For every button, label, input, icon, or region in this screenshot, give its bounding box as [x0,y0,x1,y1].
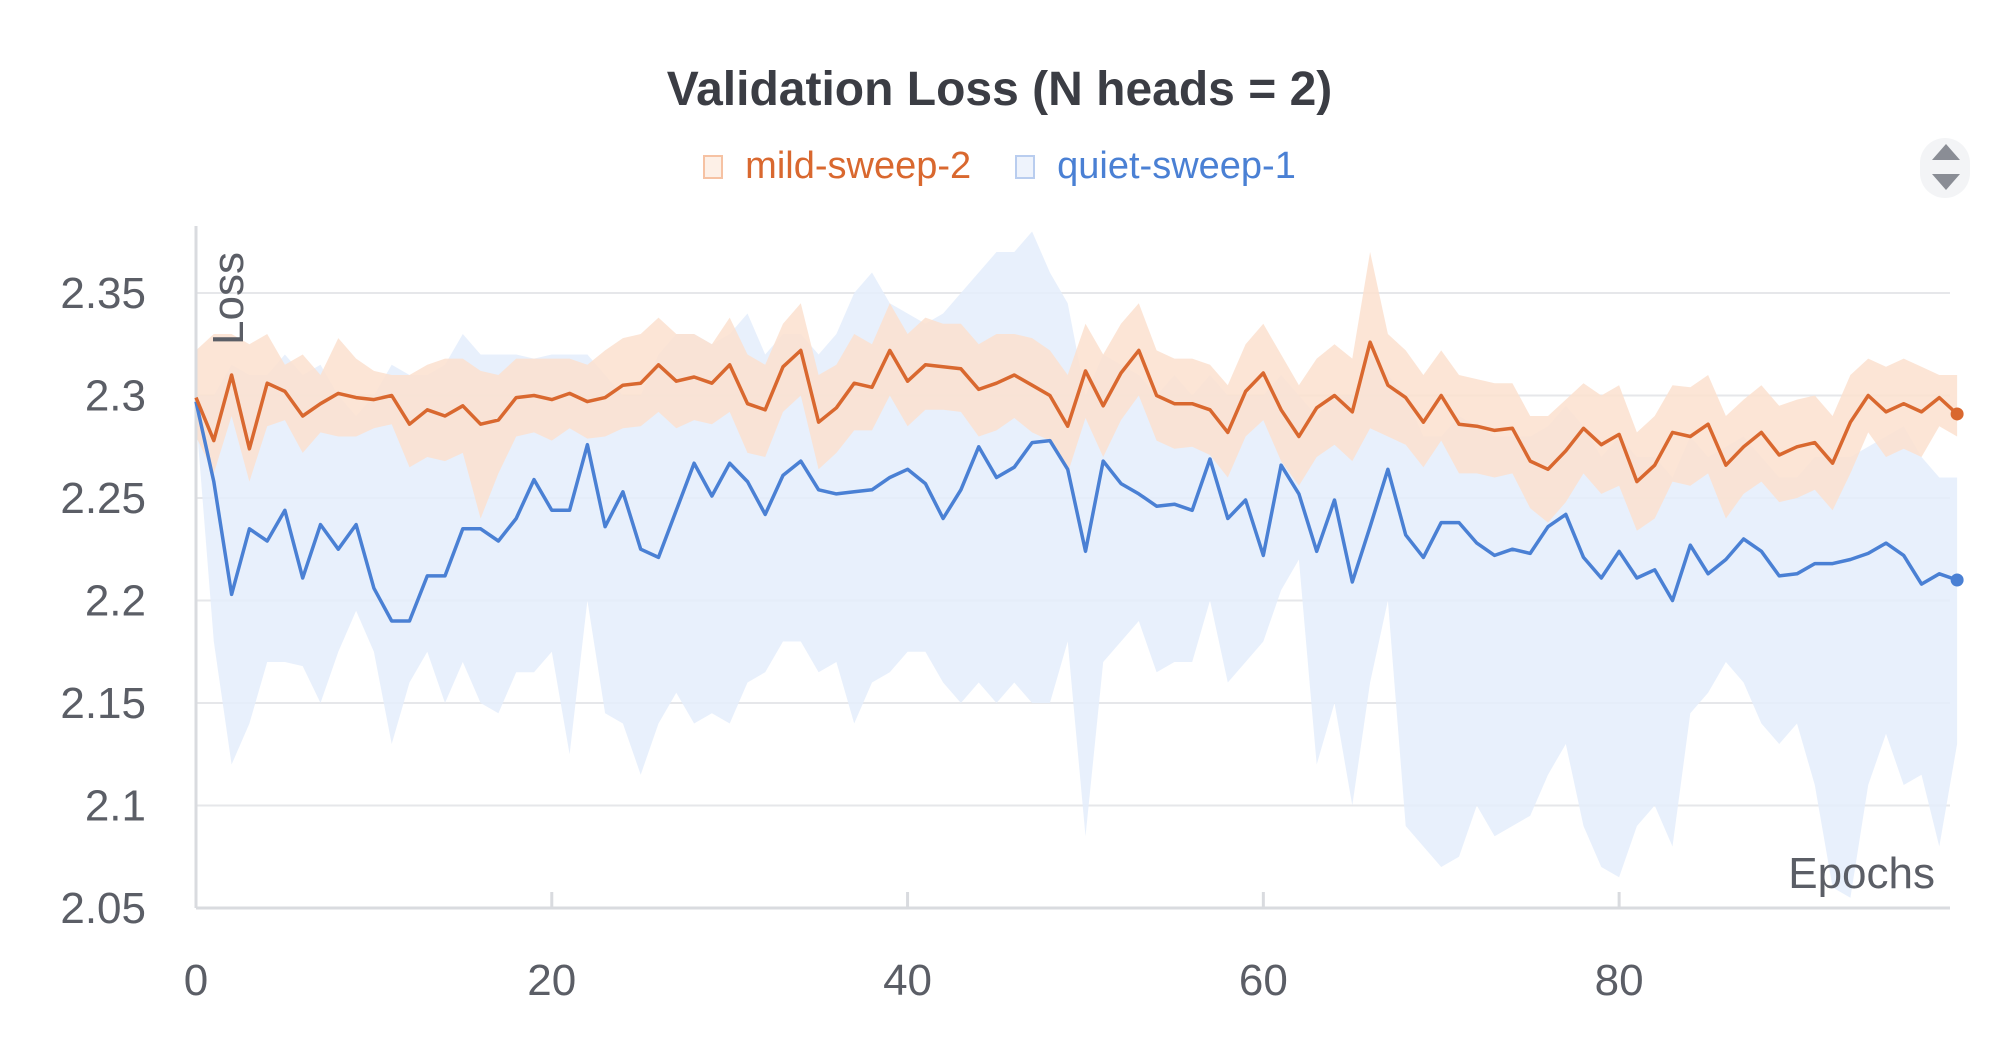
x-tick-label: 60 [1239,956,1288,1005]
y-tick-label: 2.25 [60,474,146,523]
x-tick-label: 0 [184,956,208,1005]
legend-label-mild-sweep-2: mild-sweep-2 [745,145,972,187]
y-tick-label: 2.3 [85,372,146,421]
band-mild-sweep-2 [196,252,1958,531]
legend-item-mild-sweep-2[interactable]: mild-sweep-2 [703,145,971,188]
chart-title: Validation Loss (N heads = 2) [666,63,1333,116]
series-lines [194,340,1964,623]
y-tick-label: 2.15 [60,679,146,728]
y-tick-label: 2.05 [60,884,146,933]
legend: mild-sweep-2 quiet-sweep-1 [0,145,1999,188]
end-point-quiet-sweep-1[interactable] [1950,573,1964,587]
tick-labels: 2.05 2.1 2.15 2.2 2.25 2.3 2.35 0 20 40 60 80 [60,269,1643,1005]
x-axis-title: Epochs [1788,849,1935,898]
x-tick-label: 20 [527,956,576,1005]
y-tick-label: 2.1 [85,782,146,831]
legend-scroll-control[interactable] [1920,138,1970,198]
x-tick-label: 80 [1595,956,1644,1005]
y-axis-title: Loss [204,252,253,345]
legend-swatch-mild-sweep-2 [703,154,724,179]
axes [194,226,1950,910]
chevron-down-icon[interactable] [1932,174,1960,190]
legend-swatch-quiet-sweep-1 [1015,154,1036,179]
x-tick-label: 40 [883,956,932,1005]
confidence-bands [196,231,1958,898]
end-point-mild-sweep-2[interactable] [1950,407,1964,421]
line-quiet-sweep-1[interactable] [194,401,1958,623]
y-tick-label: 2.2 [85,577,146,626]
chevron-up-icon[interactable] [1932,144,1960,160]
y-tick-label: 2.35 [60,269,146,318]
legend-label-quiet-sweep-1: quiet-sweep-1 [1057,145,1296,187]
line-mild-sweep-2[interactable] [194,340,1959,484]
legend-item-quiet-sweep-1[interactable]: quiet-sweep-1 [1015,145,1296,188]
band-quiet-sweep-1 [196,231,1958,898]
